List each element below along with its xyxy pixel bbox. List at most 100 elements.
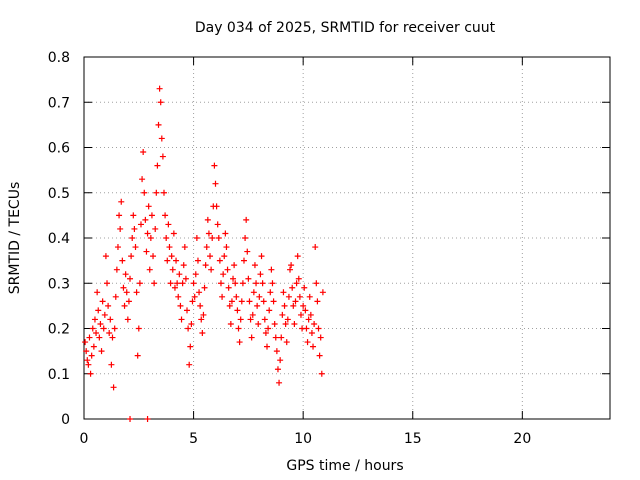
data-point <box>264 343 271 350</box>
data-point <box>124 316 131 323</box>
data-point <box>129 235 136 241</box>
data-point <box>222 230 229 237</box>
data-point <box>208 266 215 273</box>
data-point <box>231 262 238 269</box>
data-point <box>94 289 101 296</box>
data-point <box>100 325 107 332</box>
data-point <box>166 244 173 251</box>
data-point <box>164 257 171 264</box>
data-point <box>306 293 313 300</box>
data-point <box>277 357 284 364</box>
y-tick-label: 0.5 <box>48 186 70 202</box>
x-tick-labels: 0 5 10 15 20 <box>80 431 532 447</box>
y-tick-label: 0.8 <box>48 50 70 66</box>
data-point <box>314 298 321 305</box>
y-tick-label: 0.1 <box>48 367 70 383</box>
data-point <box>133 289 140 296</box>
data-point <box>119 257 126 264</box>
data-point <box>121 302 128 309</box>
data-point <box>171 284 178 291</box>
data-point <box>188 320 195 327</box>
data-point <box>101 311 108 318</box>
data-point <box>310 343 317 350</box>
data-point <box>82 339 89 346</box>
data-point <box>261 316 268 323</box>
data-point <box>313 280 320 287</box>
data-point <box>199 330 206 337</box>
data-point <box>98 348 105 355</box>
data-point <box>259 280 266 287</box>
data-point <box>158 135 165 142</box>
data-point <box>214 221 221 228</box>
data-point <box>200 311 207 318</box>
data-point <box>201 284 208 291</box>
data-point <box>301 284 308 291</box>
data-point <box>290 302 297 309</box>
data-point <box>176 271 183 278</box>
data-points <box>82 85 326 422</box>
data-point <box>159 153 166 160</box>
y-tick-label: 0.6 <box>48 141 70 157</box>
data-point <box>307 311 314 318</box>
x-tick-label: 5 <box>189 431 198 447</box>
data-point <box>283 339 290 346</box>
y-tick-label: 0.7 <box>48 95 70 111</box>
data-point <box>288 262 295 269</box>
data-point <box>234 307 241 314</box>
x-tick-label: 0 <box>80 431 89 447</box>
data-point <box>240 257 247 264</box>
data-point <box>95 307 102 314</box>
data-point <box>132 244 139 251</box>
grid-layer <box>84 57 610 419</box>
data-point <box>131 225 138 232</box>
y-tick-label: 0.2 <box>48 322 70 338</box>
data-point <box>255 320 262 327</box>
data-point <box>262 330 269 337</box>
data-point <box>244 248 251 255</box>
data-point <box>89 325 96 332</box>
data-point <box>297 311 304 318</box>
data-point <box>184 307 191 314</box>
data-point <box>189 298 196 305</box>
data-point <box>140 149 147 156</box>
data-point <box>282 320 289 327</box>
data-point <box>293 280 300 287</box>
data-point <box>196 289 203 296</box>
data-point <box>114 244 121 251</box>
data-point <box>315 325 322 332</box>
data-point <box>192 271 199 278</box>
data-point <box>251 262 258 269</box>
data-point <box>141 189 148 196</box>
data-point <box>249 311 256 318</box>
data-point <box>212 180 219 187</box>
data-point <box>135 325 142 332</box>
data-point <box>253 280 260 287</box>
data-point <box>190 280 197 287</box>
data-point <box>270 298 277 305</box>
data-point <box>215 235 222 241</box>
data-point <box>127 275 134 282</box>
data-point <box>295 275 302 282</box>
data-point <box>156 85 163 92</box>
data-point <box>169 266 176 273</box>
data-point <box>216 257 223 264</box>
data-point <box>274 366 281 373</box>
data-point <box>256 293 263 300</box>
data-point <box>116 212 123 219</box>
data-point <box>108 361 115 368</box>
data-point <box>144 416 151 422</box>
data-point <box>122 271 129 278</box>
data-point <box>243 216 250 223</box>
data-point <box>163 235 170 241</box>
data-point <box>265 325 272 332</box>
data-point <box>296 293 303 300</box>
data-point <box>308 330 315 337</box>
data-point <box>170 230 177 237</box>
data-point <box>180 262 187 269</box>
data-point <box>294 253 301 260</box>
data-point <box>123 289 130 296</box>
data-point <box>87 370 94 377</box>
data-point <box>242 235 249 241</box>
data-point <box>302 307 309 314</box>
data-point <box>86 334 93 341</box>
